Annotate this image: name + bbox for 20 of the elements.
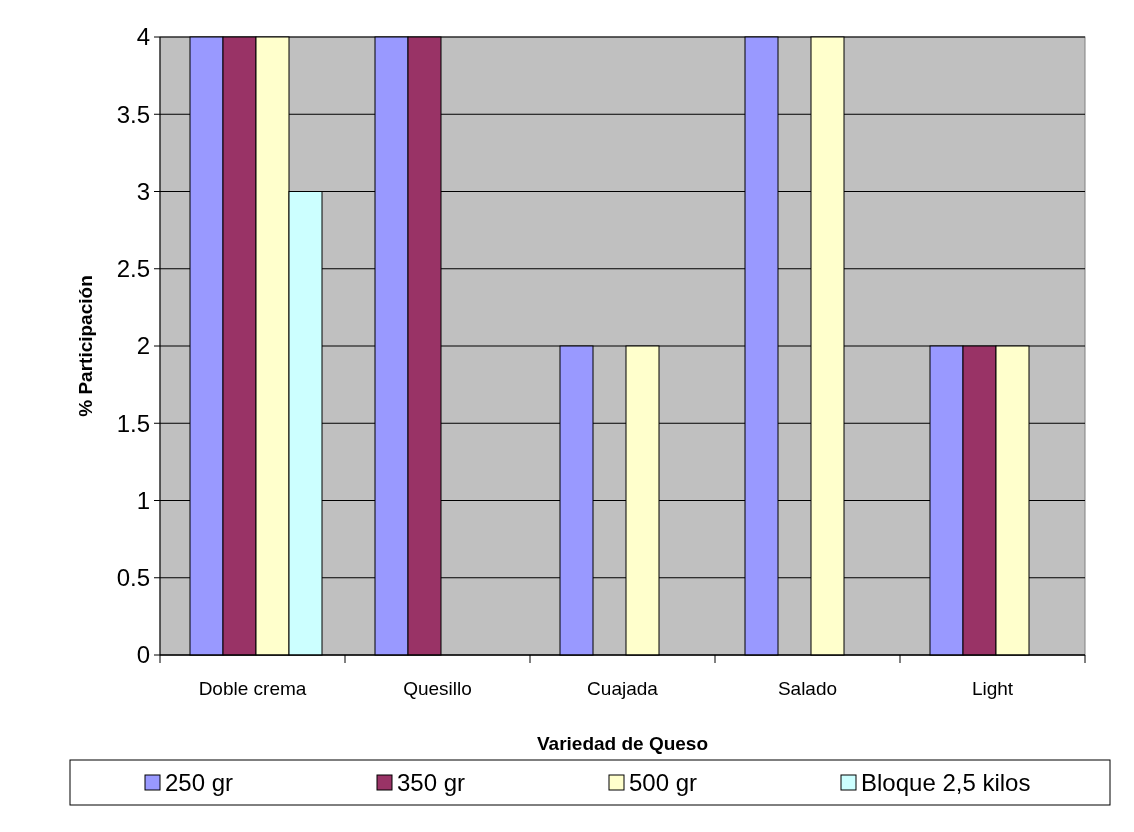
x-axis-title: Variedad de Queso — [536, 733, 709, 754]
x-tick-label: Light — [971, 678, 1014, 699]
y-tick-label: 0.5 — [116, 564, 150, 592]
y-tick-label: 1.5 — [116, 409, 150, 437]
x-tick-label: Cuajada — [587, 678, 659, 699]
x-tick-label: Quesillo — [403, 678, 472, 699]
x-tick-label: Doble crema — [198, 678, 307, 699]
y-tick-label: 3.5 — [116, 100, 150, 128]
y-tick-label: 4 — [136, 23, 150, 51]
y-tick-label: 0 — [136, 641, 150, 669]
y-tick-label: 3 — [136, 177, 150, 205]
legend-label: 350 gr — [397, 769, 466, 797]
y-axis-title: % Participación — [75, 275, 96, 417]
x-tick-label: Salado — [777, 678, 838, 699]
legend-label: 500 gr — [629, 769, 698, 797]
legend-label: Bloque 2,5 kilos — [861, 769, 1031, 797]
y-tick-label: 2.5 — [116, 255, 150, 283]
y-tick-label: 2 — [136, 332, 150, 360]
legend-label: 250 gr — [165, 769, 234, 797]
y-tick-label: 1 — [136, 486, 150, 514]
